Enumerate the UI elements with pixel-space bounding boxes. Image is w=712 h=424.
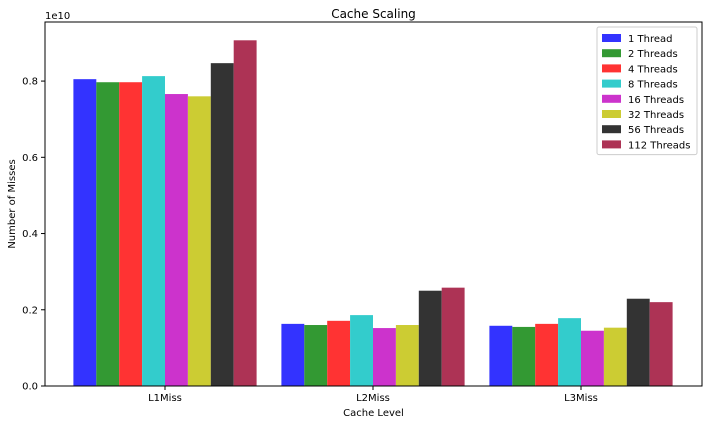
legend-swatch [602, 34, 621, 42]
bar [418, 290, 442, 386]
x-axis-label: Cache Level [343, 408, 404, 419]
y-axis-multiplier: 1e10 [45, 11, 70, 22]
bar [395, 325, 419, 386]
bar [603, 327, 627, 386]
y-tick-label: 0.2 [22, 305, 38, 316]
bar [441, 287, 465, 386]
legend-label: 1 Thread [628, 34, 673, 45]
legend-label: 2 Threads [628, 49, 678, 60]
x-tick-label: L3Miss [564, 393, 598, 404]
legend-swatch [602, 79, 621, 88]
bar [96, 82, 120, 386]
legend-swatch [602, 140, 621, 149]
legend-swatch [602, 94, 621, 103]
chart-title: Cache Scaling [331, 7, 416, 21]
legend: 1 Thread 2 Threads 4 Threads 8 Threads 16 Th… [596, 26, 698, 156]
legend-label: 16 Threads [628, 95, 684, 106]
bar [233, 40, 257, 387]
legend-swatch [602, 110, 621, 118]
legend-swatch [602, 125, 621, 134]
bar [489, 325, 513, 386]
legend-label: 32 Threads [628, 110, 684, 121]
x-tick-label: L1Miss [148, 393, 182, 404]
y-tick-label: 0.8 [22, 77, 38, 88]
y-axis-label: Number of Misses [7, 159, 18, 248]
bars-layer [73, 40, 673, 387]
bar [327, 320, 351, 386]
bar [512, 326, 536, 386]
y-tick-label: 0.6 [22, 153, 38, 164]
legend-label: 112 Threads [628, 140, 690, 151]
x-tick-label: L2Miss [356, 393, 390, 404]
bar [626, 298, 650, 386]
y-tick-label: 0.4 [22, 229, 38, 240]
legend-swatch [602, 49, 621, 58]
bar [142, 76, 165, 387]
legend-frame [596, 26, 698, 156]
x-axis: L1Miss L2Miss L3Miss [148, 386, 598, 404]
legend-swatch [602, 64, 621, 73]
bar [165, 94, 188, 386]
bar [281, 323, 305, 386]
bar [373, 328, 396, 386]
bar [210, 63, 234, 386]
bar [649, 302, 673, 386]
bar [558, 318, 581, 386]
bar [119, 82, 143, 386]
legend-label: 8 Threads [628, 80, 678, 91]
bar [535, 323, 559, 386]
legend-label: 4 Threads [628, 64, 678, 75]
legend-label: 56 Threads [628, 125, 684, 136]
bar [187, 96, 211, 386]
bar [73, 79, 97, 387]
bar [304, 325, 328, 386]
y-tick-label: 0.0 [22, 382, 38, 393]
y-axis: 0.0 0.2 0.4 0.6 0.8 [22, 77, 45, 393]
bar [350, 315, 373, 386]
bar [581, 330, 604, 386]
